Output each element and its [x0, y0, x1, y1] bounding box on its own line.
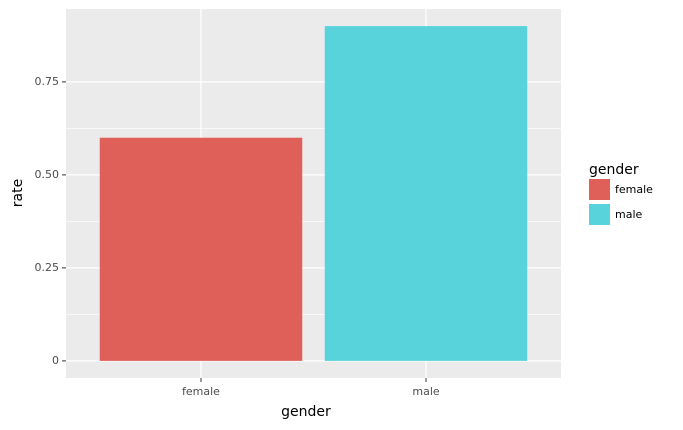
bar [324, 26, 528, 361]
legend-key [589, 179, 610, 200]
y-axis-title: rate [10, 179, 26, 207]
x-axis-title: gender [281, 404, 331, 420]
legend-label: male [615, 208, 643, 221]
legend-key [589, 204, 610, 225]
legend-title: gender [589, 162, 639, 178]
y-tick-label: 0 [52, 354, 59, 367]
x-tick-label: male [412, 385, 440, 398]
y-tick-label: 0.75 [35, 75, 60, 88]
x-tick-label: female [182, 385, 220, 398]
bar [99, 137, 303, 361]
legend-label: female [615, 183, 653, 196]
y-tick-label: 0.25 [35, 261, 60, 274]
y-tick-label: 0.50 [35, 168, 60, 181]
